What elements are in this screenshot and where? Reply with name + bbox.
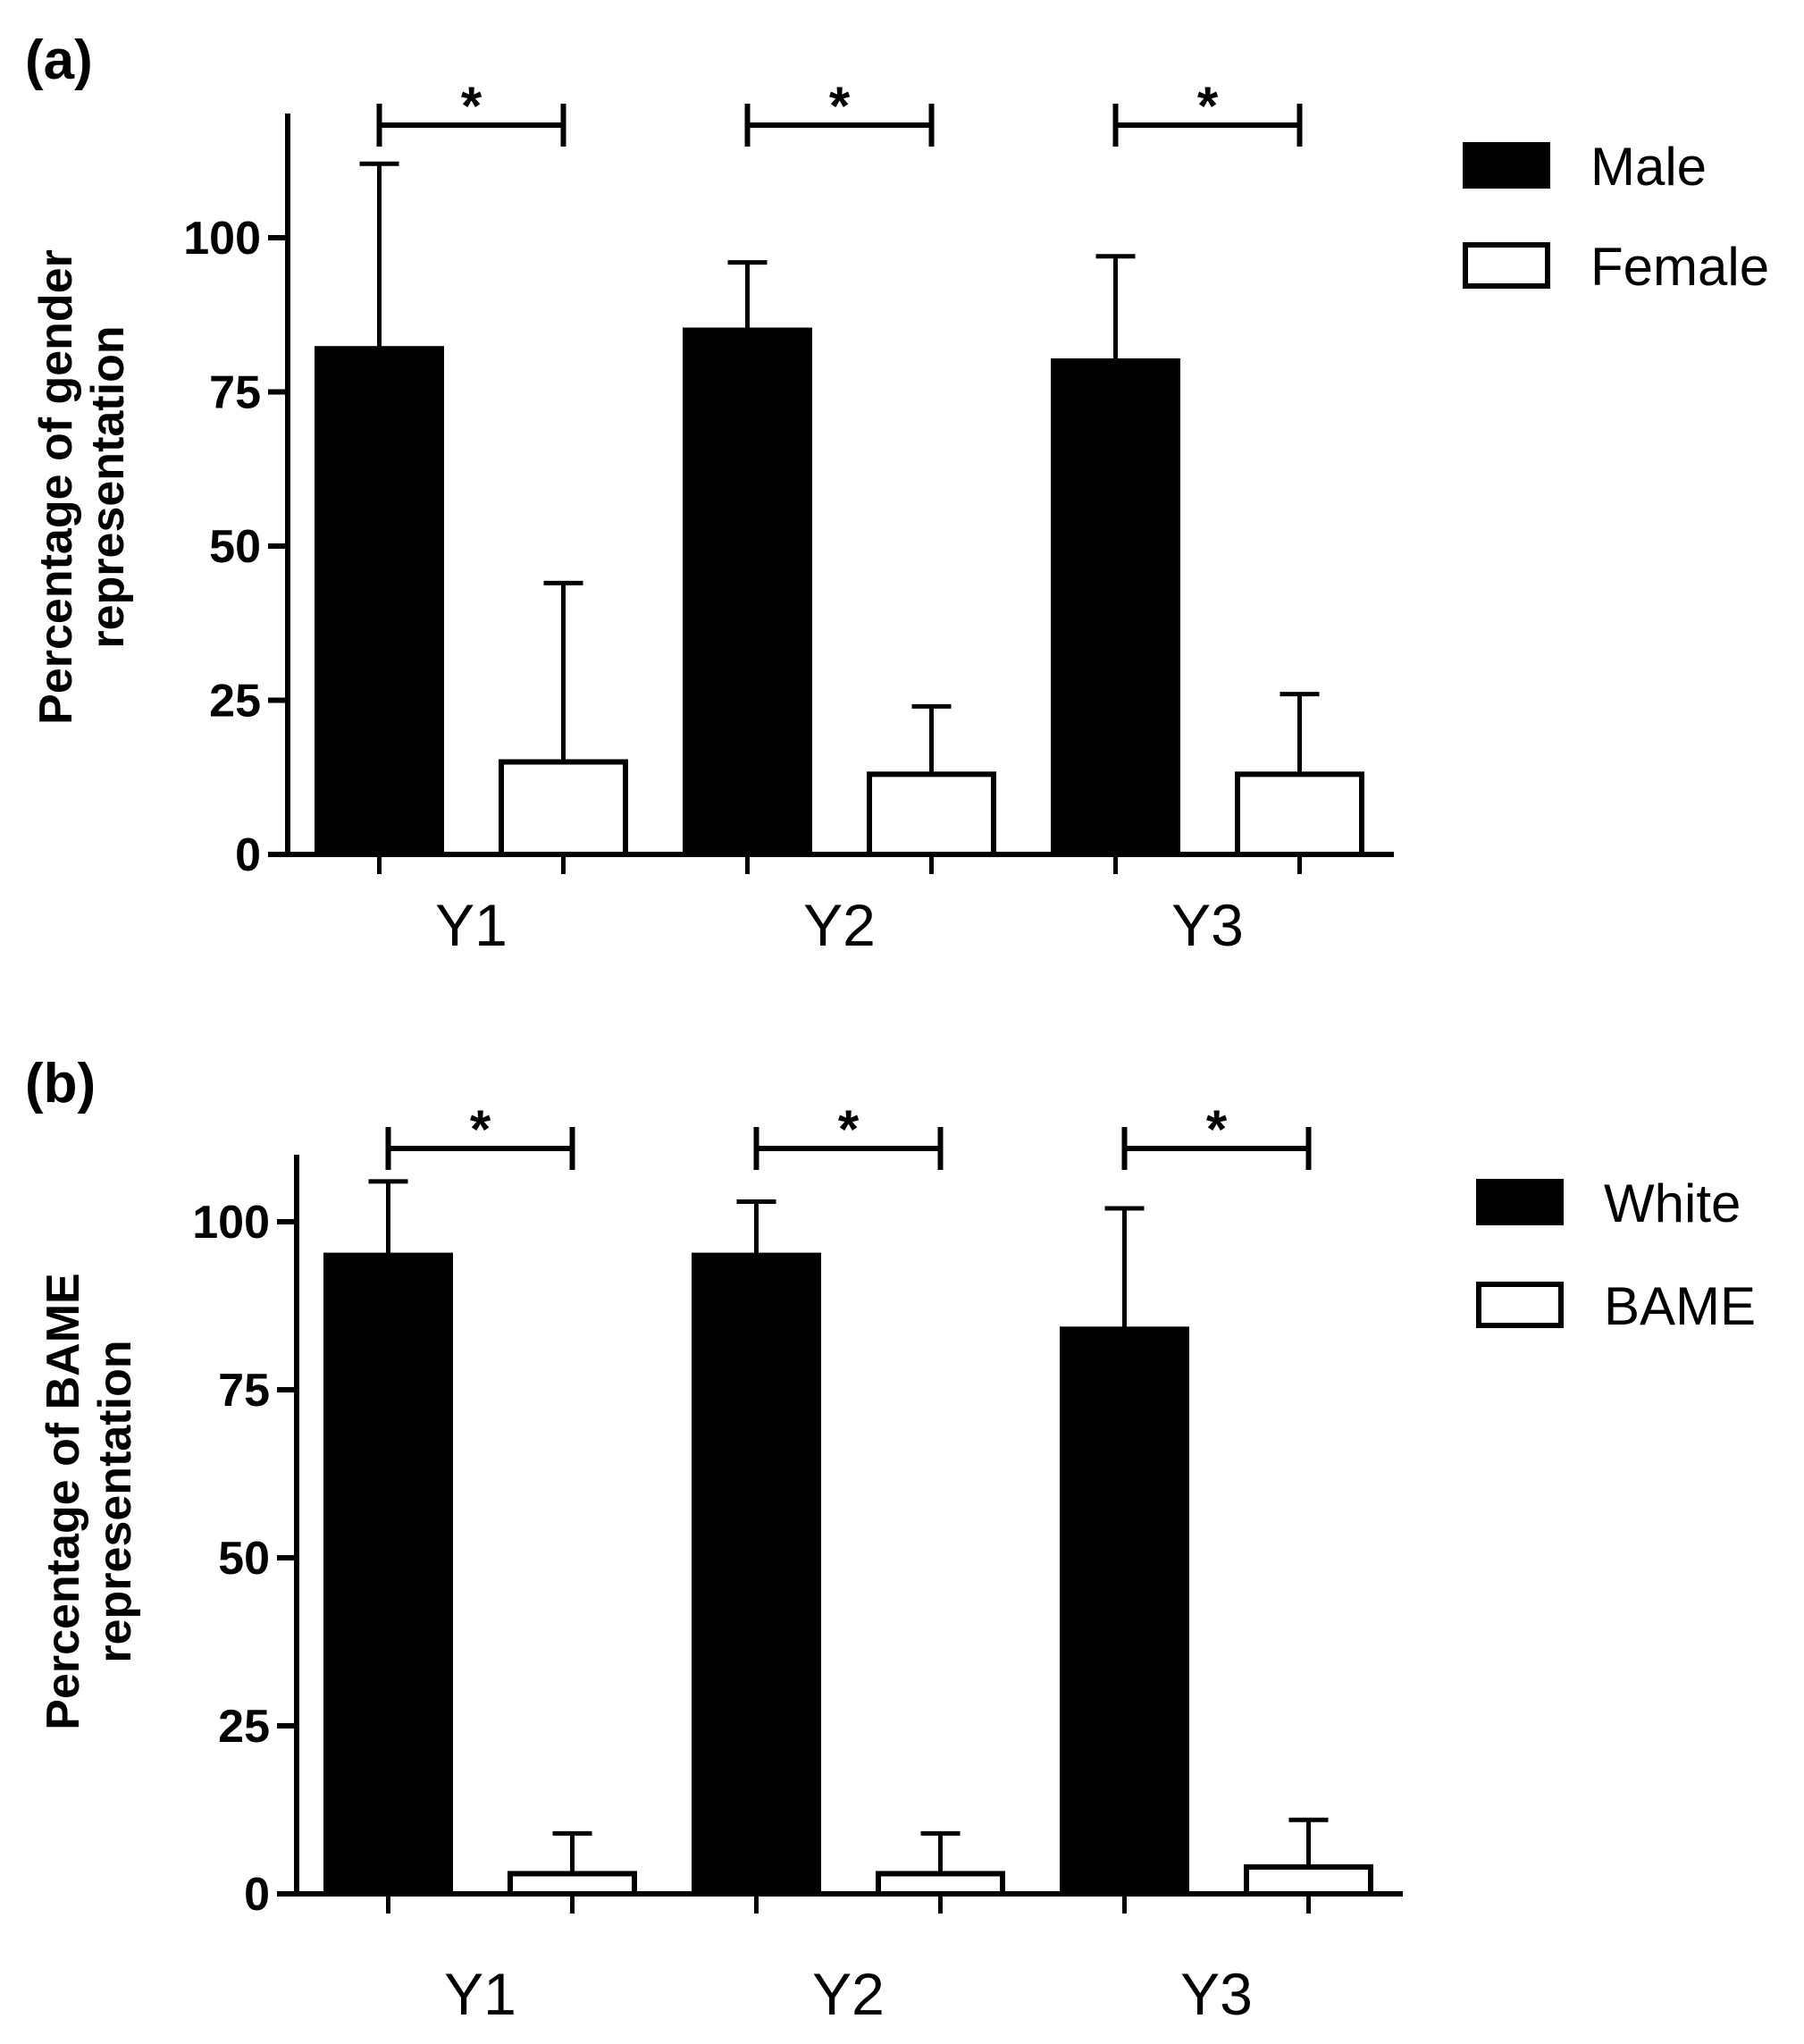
bar-male-y3 [1051,358,1180,857]
bar-male-y1 [315,346,444,857]
y-axis-label-line: representation [89,1340,141,1662]
legend-swatch-male [1463,142,1550,189]
y-tick-label: 0 [235,829,261,881]
significance-star: * [1206,1099,1228,1159]
y-axis-label: Percentage of BAMErepresentation [38,1273,141,1729]
legend-swatch-female [1463,242,1550,289]
x-category-label: Y3 [1171,892,1244,958]
chart-panel-b: (b) Percentage of BAMErepresentation 0 25 50… [25,1053,1756,2027]
x-category-label: Y3 [1180,1961,1253,2027]
panel-label: (b) [25,1053,96,1115]
bar-female-y1 [499,759,628,857]
bar-white-y2 [692,1252,821,1897]
bar-white-y3 [1060,1326,1189,1897]
y-tick-label: 50 [218,1533,270,1585]
bar-white-y1 [323,1252,453,1897]
chart-panel-a: (a) Percentage of genderrepresentation 0 25… [25,29,1769,958]
significance-star: * [1197,76,1219,136]
bar-female-y3 [1235,771,1364,857]
bar-bame-y3 [1244,1863,1373,1897]
y-tick-label: 0 [244,1869,270,1921]
bar-bame-y2 [876,1871,1005,1897]
significance-star: * [838,1099,860,1159]
significance-star: * [470,1099,491,1159]
y-tick-label: 75 [218,1365,270,1417]
y-tick-label: 25 [218,1701,270,1753]
x-category-label: Y2 [812,1961,885,2027]
significance-star: * [461,76,482,136]
y-tick-label: 50 [209,521,261,573]
y-tick-label: 75 [209,367,261,419]
legend-label: Male [1590,137,1707,197]
y-axis-label: Percentage of genderrepresentation [30,249,134,725]
y-axis-label-line: Percentage of gender [30,249,82,725]
legend-swatch-bame [1476,1282,1564,1328]
y-tick-label: 100 [183,213,261,265]
bar-male-y2 [683,327,812,857]
y-axis-label-line: representation [82,325,134,648]
legend-label: Female [1590,237,1769,297]
x-category-label: Y2 [803,892,876,958]
bar-bame-y1 [508,1871,637,1897]
y-tick-label: 100 [192,1197,270,1249]
x-category-label: Y1 [444,1961,516,2027]
legend-label: BAME [1604,1276,1756,1336]
x-category-label: Y1 [435,892,508,958]
bar-female-y2 [867,771,996,857]
significance-star: * [829,76,851,136]
legend-swatch-white [1476,1179,1564,1225]
panel-label: (a) [25,29,93,91]
y-tick-label: 25 [209,676,261,728]
y-axis-label-line: Percentage of BAME [38,1273,89,1729]
legend-label: White [1604,1173,1741,1233]
